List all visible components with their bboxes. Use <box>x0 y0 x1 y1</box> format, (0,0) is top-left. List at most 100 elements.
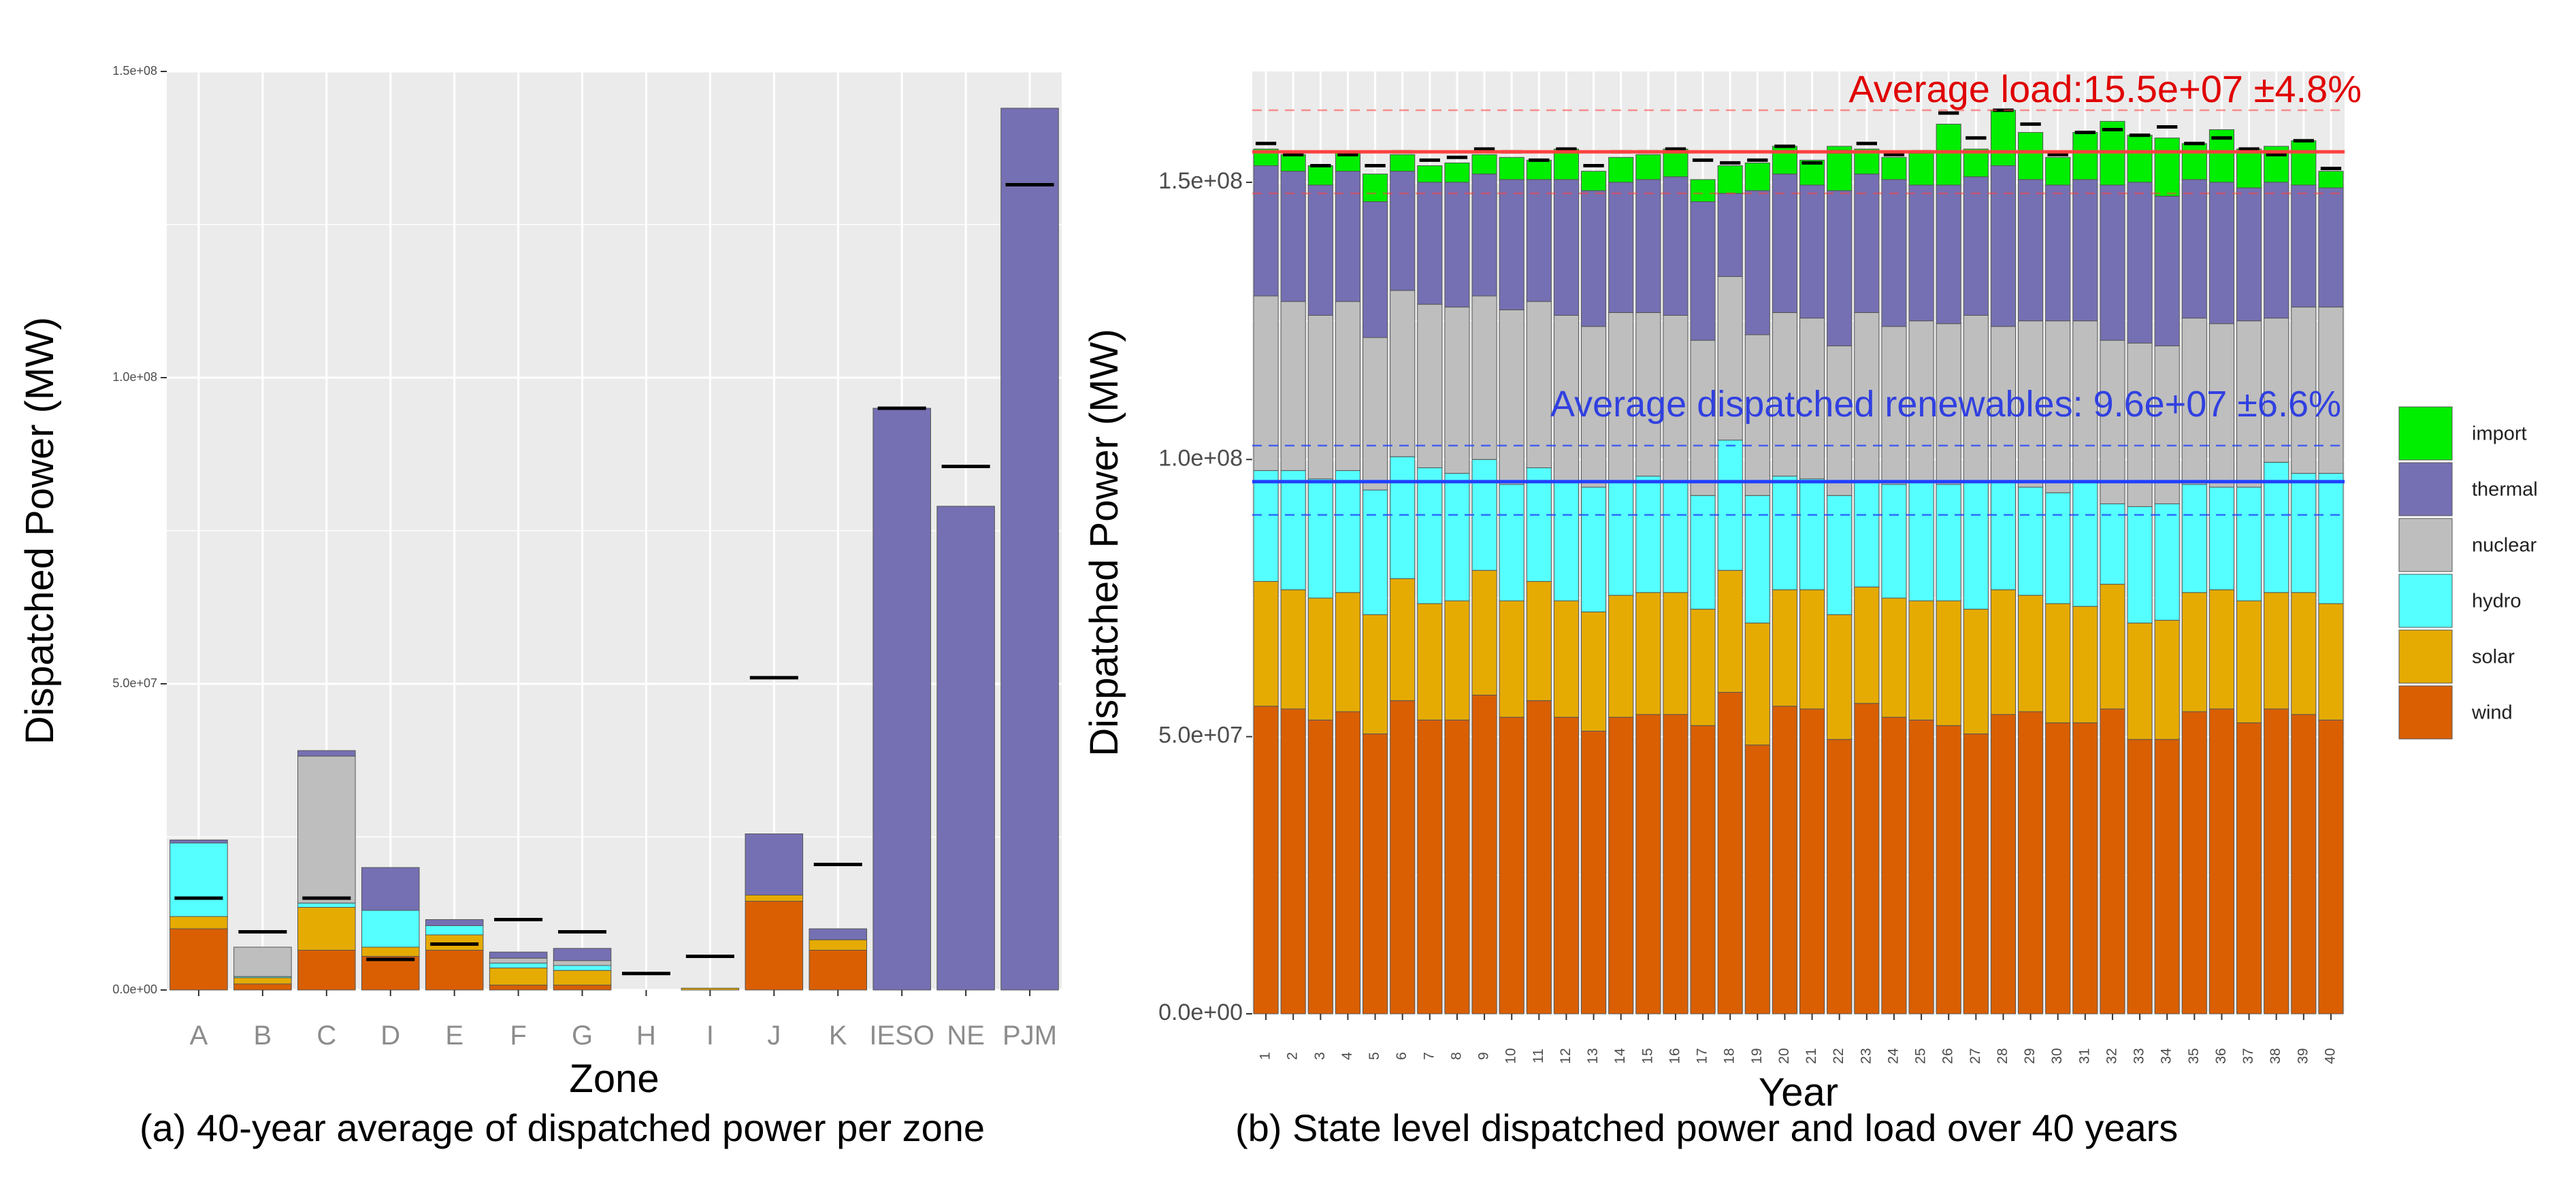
bar-wind <box>1553 716 1579 1014</box>
bar-thermal <box>1253 165 1279 297</box>
bar-wind <box>745 901 804 991</box>
bar-hydro <box>489 962 548 969</box>
bar-solar <box>169 916 228 929</box>
x-tick-label: J <box>767 1021 781 1051</box>
bar-hydro <box>1717 440 1743 571</box>
bar-thermal <box>1881 179 1907 327</box>
y-tick-label: 5.0e+07 <box>1158 723 1243 748</box>
bar-hydro <box>1772 476 1797 591</box>
bar-import <box>1908 151 1934 186</box>
bar-wind <box>233 983 292 991</box>
bar-wind <box>1444 719 1470 1014</box>
bar-wind <box>2072 722 2098 1014</box>
x-tick-label: NE <box>947 1021 985 1051</box>
bar-import <box>1663 148 1689 178</box>
bar-hydro <box>1363 489 1388 615</box>
x-tick-label: 5 <box>1367 1052 1382 1060</box>
bar-solar <box>1799 589 1825 710</box>
bar-import <box>1499 156 1525 180</box>
bar-solar <box>1608 595 1634 718</box>
bar-wind <box>1363 733 1388 1014</box>
bar-wind <box>489 985 548 991</box>
bar-hydro <box>1444 473 1470 601</box>
bar-solar <box>2208 589 2234 710</box>
bar-solar <box>809 939 868 951</box>
x-tick-label: 1 <box>1258 1052 1273 1060</box>
bar-import <box>1635 154 1661 180</box>
bar-solar <box>1663 592 1689 715</box>
bar-wind <box>1690 725 1716 1014</box>
x-tick-label: 12 <box>1558 1048 1574 1063</box>
bar-solar <box>297 907 356 951</box>
bar-import <box>2291 140 2317 186</box>
bar-wind <box>1635 714 1661 1014</box>
bar-solar <box>1936 600 1961 726</box>
bar-wind <box>297 950 356 991</box>
bar-solar <box>2072 606 2098 723</box>
bar-nuclear <box>1581 326 1607 488</box>
bar-nuclear <box>1608 312 1634 482</box>
x-tick-label: 32 <box>2104 1048 2119 1063</box>
bar-thermal <box>1799 184 1825 319</box>
bar-thermal <box>2291 184 2317 308</box>
x-tick-label: 2 <box>1285 1052 1301 1060</box>
bar-wind <box>2154 739 2180 1014</box>
bar-nuclear <box>489 957 548 963</box>
zone-chart: 0.0e+00 5.0e+07 1.0e+08 1.5e+08 A B C D E F G H I J K I… <box>18 64 1062 1101</box>
bar-nuclear <box>1444 306 1470 474</box>
x-tick-label: 14 <box>1612 1048 1628 1064</box>
bar-hydro <box>2154 503 2180 621</box>
bar-thermal <box>1471 174 1497 297</box>
x-tick-label: 29 <box>2022 1048 2038 1063</box>
bar-nuclear <box>1390 290 1416 457</box>
bar-hydro <box>169 842 228 917</box>
bar-thermal <box>1553 179 1579 316</box>
x-tick-label: 6 <box>1394 1052 1409 1060</box>
x-tick-label: 26 <box>1940 1048 1956 1063</box>
x-tick-label: 18 <box>1722 1048 1738 1063</box>
x-axis-title: Zone <box>569 1057 659 1101</box>
bar-solar <box>2100 584 2125 710</box>
bar-wind <box>1827 739 1853 1014</box>
bar-nuclear <box>1417 303 1443 469</box>
bar-import <box>1471 154 1497 175</box>
bar-import <box>2181 143 2207 180</box>
bar-thermal <box>1990 165 2016 327</box>
bar-wind <box>169 928 228 991</box>
bar-thermal <box>361 867 420 911</box>
bar-solar <box>745 895 804 902</box>
bar-hydro <box>1881 484 1907 599</box>
bar-hydro <box>1280 470 1306 591</box>
bar-import <box>2072 132 2098 180</box>
bar-hydro <box>1936 484 1961 601</box>
x-tick-label: 11 <box>1531 1049 1546 1063</box>
bar-wind <box>1280 708 1306 1014</box>
bar-import <box>1526 159 1552 180</box>
bar-thermal <box>936 506 995 991</box>
x-tick-label: 7 <box>1421 1052 1437 1060</box>
bar-nuclear <box>2208 323 2234 488</box>
bar-wind <box>2045 722 2071 1014</box>
bar-solar <box>1990 589 2016 715</box>
bar-hydro <box>1253 470 1279 582</box>
bar-solar <box>1253 581 1279 707</box>
legend-label-wind: wind <box>2471 702 2513 724</box>
bar-wind <box>1799 708 1825 1014</box>
x-tick-label: 38 <box>2268 1048 2283 1063</box>
bar-thermal <box>2127 182 2153 344</box>
bar-solar <box>2236 600 2262 723</box>
x-tick-label: 33 <box>2132 1048 2147 1063</box>
bar-import <box>1444 162 1470 183</box>
bar-wind <box>1581 731 1607 1014</box>
bar-nuclear <box>1663 314 1689 482</box>
bar-nuclear <box>1881 326 1907 485</box>
bar-thermal <box>425 919 484 926</box>
x-tick-label: 15 <box>1640 1048 1655 1063</box>
bar-hydro <box>1526 467 1552 582</box>
bar-nuclear <box>1307 314 1333 480</box>
legend-label-hydro: hydro <box>2472 591 2522 612</box>
bar-nuclear <box>1635 312 1661 477</box>
bar-import <box>1744 162 1770 191</box>
bar-nuclear <box>1990 326 2016 482</box>
x-tick-label: G <box>572 1021 593 1051</box>
